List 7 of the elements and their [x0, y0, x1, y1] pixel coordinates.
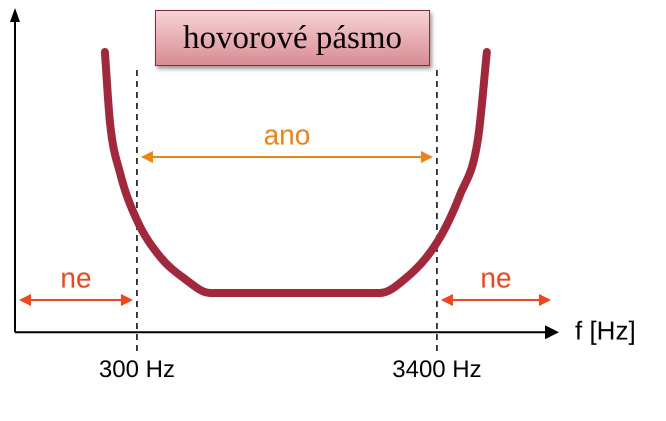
x-tick-label: 3400 Hz — [392, 356, 482, 384]
x-axis-title: f [Hz] — [575, 315, 636, 346]
annotation: ne — [60, 262, 92, 294]
chart-title: hovorové pásmo — [155, 10, 430, 66]
x-tick-label: 300 Hz — [98, 356, 175, 384]
annotation: ano — [264, 120, 310, 151]
annotation: ne — [480, 262, 512, 294]
